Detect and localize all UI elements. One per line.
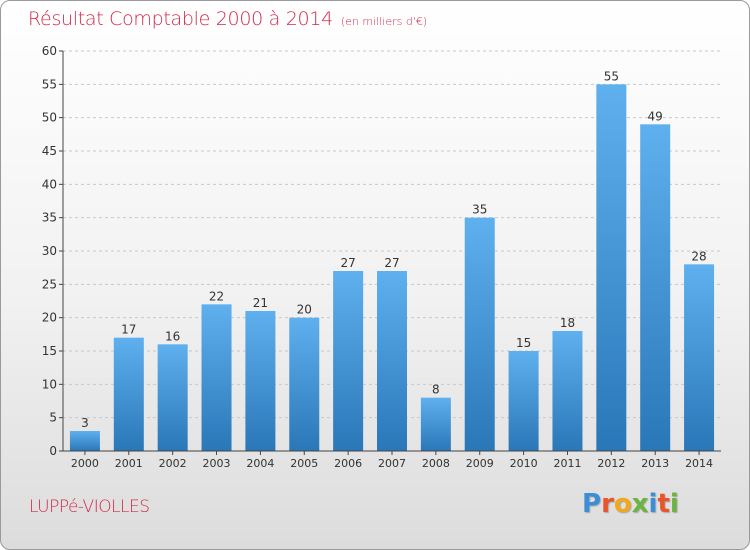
value-label-2014: 28 [691,249,706,263]
bar-2009 [464,217,495,451]
y-tick-label: 55 [42,77,57,91]
bar-2002 [157,344,188,451]
x-tick-label-2007: 2007 [378,457,406,470]
bar-2007 [377,271,407,451]
value-label-2006: 27 [340,256,355,270]
bar-2013 [640,124,671,451]
value-label-2004: 21 [253,296,268,310]
value-label-2005: 20 [297,303,312,317]
bar-2001 [113,337,144,451]
y-tick-label: 20 [42,311,57,325]
value-label-2008: 8 [432,383,440,397]
logo-letter: t [657,489,670,519]
x-tick-label-2001: 2001 [115,457,143,470]
bar-2012 [596,84,627,451]
value-label-2003: 22 [209,289,224,303]
y-tick-label: 25 [42,277,57,291]
y-tick-label: 10 [42,377,57,391]
x-tick-label-2006: 2006 [334,457,362,470]
labels: 3 17 16 22 21 20 27 27 8 35 15 18 55 49 28 [81,69,707,430]
logo-letter: x [631,489,649,519]
y-tick-label: 5 [49,411,57,425]
x-tick-label-2009: 2009 [466,457,494,470]
chart-title-block: Résultat Comptable 2000 à 2014 (en millie… [28,8,427,30]
value-label-2000: 3 [81,416,89,430]
y-tick-label: 15 [42,344,57,358]
x-tick-label-2005: 2005 [290,457,318,470]
bar-2014 [684,264,715,451]
axes: 0 5 10 15 20 25 30 35 40 45 50 55 60 2000 2001 2002 2003… [42,44,721,470]
y-tick-label: 0 [49,444,57,458]
value-label-2002: 16 [165,329,180,343]
bar-2004 [245,311,276,451]
logo-letter: o [613,489,632,519]
x-tick-label-2013: 2013 [641,457,669,470]
y-tick-label: 50 [42,111,57,125]
y-tick-label: 30 [42,244,57,258]
value-label-2009: 35 [472,203,487,217]
bars [69,84,715,451]
bar-2003 [201,304,232,451]
value-label-2010: 15 [516,336,531,350]
bar-2010 [508,351,539,451]
x-tick-label-2008: 2008 [422,457,450,470]
logo-letter: i [669,489,679,519]
y-tick-label: 35 [42,211,57,225]
logo-letter: r [601,489,614,519]
x-tick-label-2000: 2000 [71,457,99,470]
x-tick-label-2014: 2014 [685,457,713,470]
commune-name: LUPPé-VIOLLES [29,497,150,517]
bar-2008 [420,397,451,451]
value-label-2011: 18 [560,316,575,330]
y-tick-label: 60 [42,44,57,58]
x-tick-label-2012: 2012 [597,457,625,470]
value-label-2012: 55 [604,69,619,83]
chart-unit: (en milliers d'€) [340,15,428,28]
bar-2006 [333,271,364,451]
x-tick-label-2011: 2011 [553,457,581,470]
bar-2005 [289,317,320,451]
x-tick-label-2004: 2004 [246,457,274,470]
y-tick-label: 40 [42,177,57,191]
y-tick-label: 45 [42,144,57,158]
bar-2011 [552,331,583,451]
x-tick-label-2010: 2010 [510,457,538,470]
value-label-2013: 49 [648,109,663,123]
bar-chart: 0 5 10 15 20 25 30 35 40 45 50 55 60 2000 2001 2002 2003… [42,44,721,470]
logo-letter: P [582,489,602,519]
value-label-2001: 17 [121,323,136,337]
proxiti-logo[interactable]: Proxiti [582,489,679,519]
chart-title: Résultat Comptable 2000 à 2014 [28,8,333,30]
value-label-2007: 27 [384,256,399,270]
bar-2000 [69,431,100,451]
x-tick-label-2002: 2002 [159,457,187,470]
x-tick-label-2003: 2003 [203,457,231,470]
logo-letter: i [648,489,658,519]
